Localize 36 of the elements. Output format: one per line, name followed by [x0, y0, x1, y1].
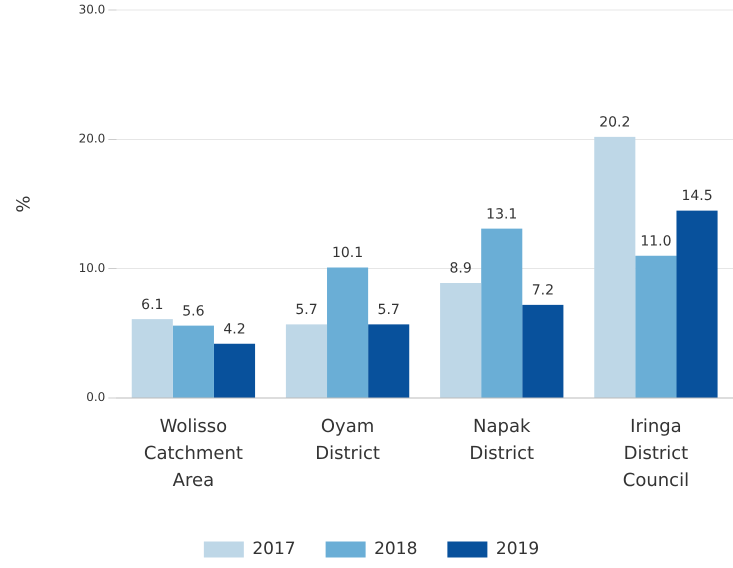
y-tick-label: 0.0 [86, 390, 106, 404]
data-label: 4.2 [223, 321, 246, 338]
bar [481, 228, 522, 398]
legend-label: 2019 [496, 538, 540, 559]
bar [440, 282, 482, 398]
data-label: 20.2 [599, 114, 630, 131]
y-axis-title: % [13, 196, 34, 213]
data-label: 5.6 [182, 303, 205, 320]
x-tick-label: Napak District [469, 416, 534, 464]
x-tick-label: Iringa District Council [622, 416, 690, 492]
y-tick-label: 10.0 [78, 260, 106, 275]
bar [676, 210, 718, 398]
data-label: 13.1 [486, 206, 518, 222]
bar [635, 256, 676, 398]
bar [594, 136, 636, 398]
x-tick-label: Wolisso Catchment Area [144, 416, 243, 492]
bar [327, 267, 368, 398]
data-label: 14.5 [681, 188, 713, 204]
data-label: 8.9 [450, 260, 472, 277]
data-label: 5.7 [378, 302, 400, 318]
bar [286, 324, 328, 398]
legend-label: 2018 [374, 538, 418, 559]
legend-label: 2017 [252, 538, 296, 559]
y-tick-label: 30.0 [78, 2, 106, 16]
bar [214, 344, 256, 398]
data-label: 10.1 [332, 245, 364, 262]
x-tick-label: Oyam District [315, 416, 380, 464]
bar [172, 326, 214, 398]
bar [522, 304, 564, 398]
data-label: 11.0 [640, 233, 672, 250]
data-label: 6.1 [141, 296, 164, 313]
bar [132, 319, 173, 398]
data-label: 5.7 [295, 302, 318, 318]
y-tick-label: 20.0 [78, 132, 106, 146]
data-label: 7.2 [532, 282, 554, 299]
bar [368, 324, 410, 398]
